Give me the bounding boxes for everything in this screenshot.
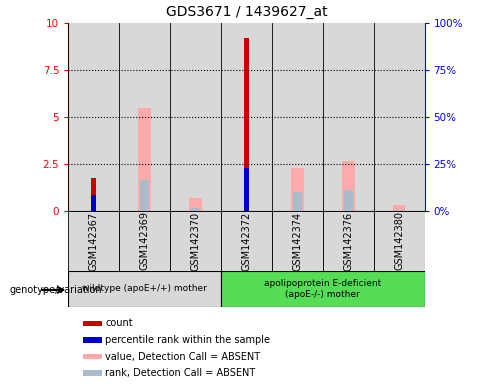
Bar bbox=[170, 211, 221, 271]
Bar bbox=[291, 168, 304, 211]
Bar bbox=[374, 211, 425, 271]
Bar bbox=[342, 161, 355, 211]
Bar bbox=[170, 23, 221, 211]
Bar bbox=[293, 192, 302, 211]
Bar bbox=[374, 23, 425, 211]
Text: count: count bbox=[105, 318, 133, 328]
Bar bbox=[272, 211, 323, 271]
Text: percentile rank within the sample: percentile rank within the sample bbox=[105, 335, 270, 345]
Text: genotype/variation: genotype/variation bbox=[10, 285, 102, 295]
Bar bbox=[91, 195, 96, 211]
Text: GSM142367: GSM142367 bbox=[89, 212, 99, 270]
Text: wildtype (apoE+/+) mother: wildtype (apoE+/+) mother bbox=[82, 285, 207, 293]
Text: GSM142372: GSM142372 bbox=[242, 211, 251, 271]
Text: GSM142380: GSM142380 bbox=[394, 212, 404, 270]
Bar bbox=[272, 23, 323, 211]
Text: GSM142376: GSM142376 bbox=[343, 212, 353, 270]
Bar bbox=[394, 210, 404, 211]
Bar bbox=[68, 23, 119, 211]
Bar bbox=[221, 271, 425, 307]
Bar bbox=[191, 209, 200, 211]
Bar bbox=[323, 211, 374, 271]
Bar bbox=[83, 354, 102, 359]
Bar bbox=[323, 23, 374, 211]
Bar bbox=[91, 178, 96, 211]
Bar bbox=[344, 190, 353, 211]
Title: GDS3671 / 1439627_at: GDS3671 / 1439627_at bbox=[165, 5, 327, 19]
Bar bbox=[244, 168, 249, 211]
Bar bbox=[221, 23, 272, 211]
Bar bbox=[189, 198, 202, 211]
Text: GSM142369: GSM142369 bbox=[140, 212, 150, 270]
Text: rank, Detection Call = ABSENT: rank, Detection Call = ABSENT bbox=[105, 368, 256, 378]
Bar bbox=[393, 205, 406, 211]
Bar bbox=[83, 321, 102, 326]
Text: apolipoprotein E-deficient
(apoE-/-) mother: apolipoprotein E-deficient (apoE-/-) mot… bbox=[264, 279, 382, 299]
Text: value, Detection Call = ABSENT: value, Detection Call = ABSENT bbox=[105, 352, 261, 362]
Bar bbox=[119, 211, 170, 271]
Bar bbox=[244, 38, 249, 211]
Bar bbox=[221, 211, 272, 271]
Text: GSM142374: GSM142374 bbox=[292, 212, 303, 270]
Text: GSM142370: GSM142370 bbox=[190, 212, 201, 270]
Bar bbox=[83, 337, 102, 343]
Bar bbox=[68, 211, 119, 271]
Bar bbox=[83, 371, 102, 376]
Bar bbox=[68, 271, 221, 307]
Bar bbox=[140, 180, 149, 211]
Bar bbox=[138, 108, 151, 211]
Bar bbox=[119, 23, 170, 211]
